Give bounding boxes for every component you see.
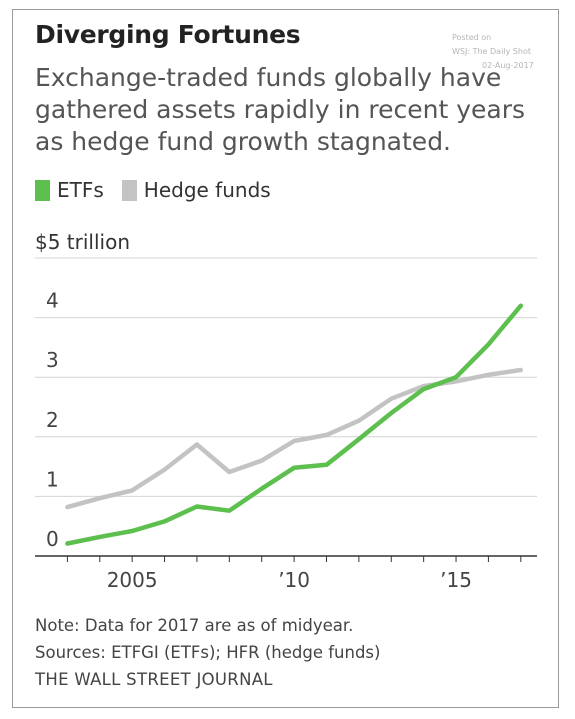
chart-legend: ETFs Hedge funds [35,177,289,203]
note-text: Note: Data for 2017 are as of midyear. [35,616,354,635]
chart-subtitle: Exchange-traded funds globally have gath… [35,63,526,156]
legend-item-hedge-funds: Hedge funds [121,178,271,202]
watermark: Posted on WSJ: The Daily Shot 02-Aug-201… [452,31,552,73]
legend-swatch-etfs [35,179,50,201]
x-tick-label: ’10 [278,568,310,592]
chart-title: Diverging Fortunes [35,20,301,49]
series-line-hedge-funds [65,367,524,510]
x-tick-label: 2005 [107,568,158,592]
y-tick-label: 1 [46,467,59,491]
watermark-line-2: WSJ: The Daily Shot [452,47,531,56]
y-tick-label: 4 [46,289,59,313]
sources-text: Sources: ETFGI (ETFs); HFR (hedge funds) [35,643,381,662]
y-tick-label: 2 [46,408,59,432]
series-line-etfs [65,303,524,546]
legend-swatch-hedge-funds [121,179,137,201]
watermark-line-1: Posted on [452,33,492,42]
legend-label-etfs: ETFs [57,178,104,202]
legend-label-hedge-funds: Hedge funds [143,178,271,202]
chart-card [12,9,559,708]
y-tick-label: 0 [46,527,59,551]
y-tick-label: 3 [46,348,59,372]
x-tick-label: ’15 [440,568,472,592]
y-axis-unit-label: $5 trillion [35,230,131,254]
publisher-credit: THE WALL STREET JOURNAL [35,670,273,689]
watermark-line-3: 02-Aug-2017 [482,61,534,70]
chart-notes: Note: Data for 2017 are as of midyear. S… [35,612,380,693]
legend-item-etfs: ETFs [35,178,104,202]
